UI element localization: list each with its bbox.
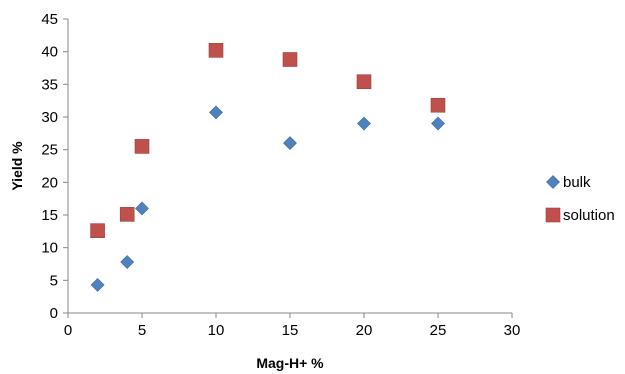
y-tick-label: 30	[41, 109, 58, 126]
y-axis-title: Yield %	[9, 141, 25, 191]
data-points	[90, 43, 446, 292]
solution-point	[208, 43, 224, 58]
bulk-point	[357, 116, 371, 131]
y-tick-label: 15	[41, 207, 58, 224]
legend-marker-bulk	[546, 175, 560, 189]
y-tick-label: 20	[41, 174, 58, 191]
x-tick-label: 10	[208, 322, 225, 339]
x-tick-label: 0	[64, 322, 72, 339]
y-tick-label: 35	[41, 76, 58, 93]
y-tick-label: 0	[50, 305, 58, 322]
legend-marker-solution	[545, 207, 561, 223]
bulk-point	[431, 116, 445, 131]
legend: bulk solution	[545, 174, 615, 224]
y-tick-label: 40	[41, 44, 58, 61]
legend-label-bulk: bulk	[563, 174, 591, 191]
x-ticks: 0 5 10 15 20 25 30	[64, 313, 521, 339]
x-axis-title: Mag-H+ %	[256, 355, 324, 371]
x-tick-label: 15	[282, 322, 299, 339]
solution-point	[90, 223, 105, 238]
bulk-point	[209, 105, 223, 120]
solution-point	[119, 207, 135, 222]
x-tick-label: 5	[138, 322, 146, 339]
solution-point	[430, 97, 446, 113]
bulk-point	[135, 201, 149, 216]
x-tick-label: 20	[356, 322, 373, 339]
y-tick-label: 10	[41, 240, 58, 257]
solution-point	[356, 74, 372, 90]
y-tick-label: 5	[50, 272, 58, 289]
legend-label-solution: solution	[563, 207, 615, 224]
solution-point	[282, 52, 298, 67]
x-tick-label: 30	[504, 322, 521, 339]
x-tick-label: 25	[430, 322, 447, 339]
bulk-point	[90, 277, 105, 292]
solution-point	[134, 139, 150, 154]
bulk-point	[283, 136, 297, 151]
y-tick-label: 25	[41, 142, 58, 159]
bulk-point	[120, 255, 135, 269]
y-ticks: 0 5 10 15 20 25 30 35 40 45	[41, 11, 68, 322]
y-tick-label: 45	[41, 11, 58, 28]
